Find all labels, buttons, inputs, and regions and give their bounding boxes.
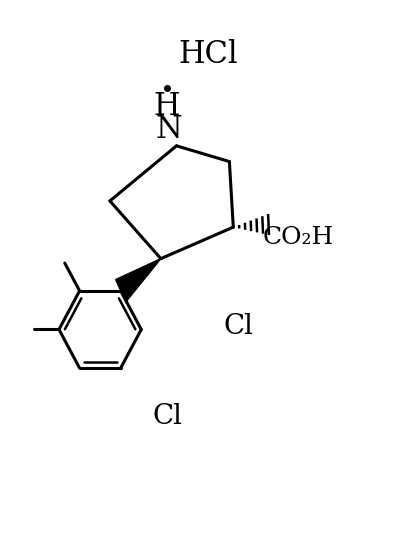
Text: H: H: [154, 91, 180, 122]
Text: HCl: HCl: [178, 38, 238, 69]
Text: CO₂H: CO₂H: [263, 226, 334, 249]
Text: Cl: Cl: [153, 402, 183, 430]
Text: N: N: [155, 114, 182, 144]
Polygon shape: [116, 259, 161, 302]
Text: Cl: Cl: [224, 313, 254, 341]
